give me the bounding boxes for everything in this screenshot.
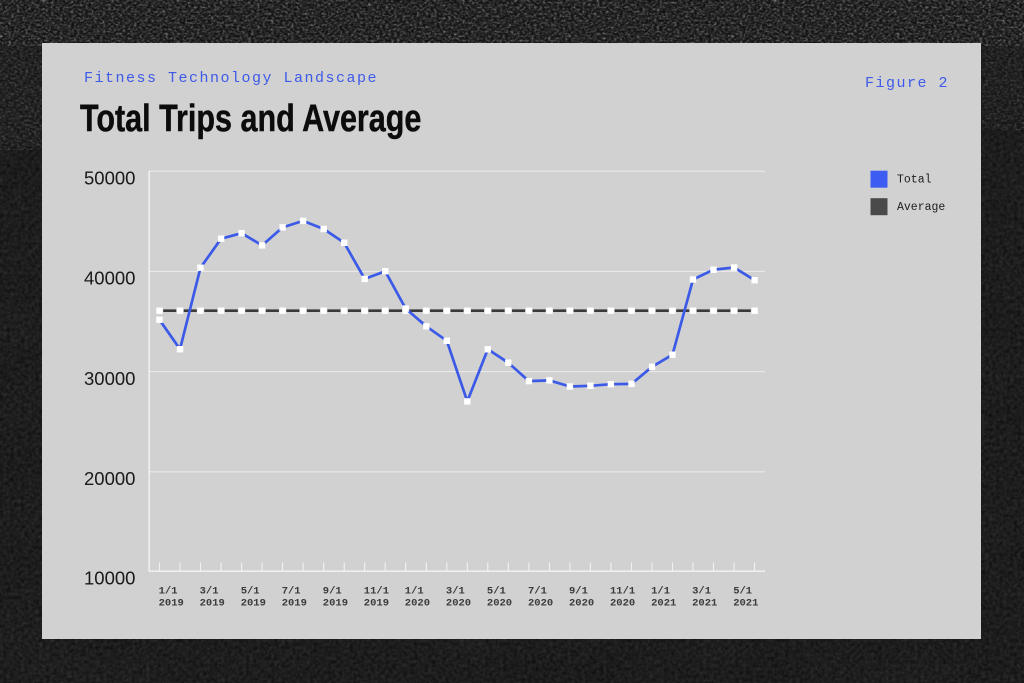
svg-text:9/1: 9/1 — [569, 586, 588, 598]
svg-text:11/1: 11/1 — [364, 586, 389, 598]
svg-text:2020: 2020 — [446, 597, 471, 609]
svg-text:1/1: 1/1 — [651, 586, 670, 598]
svg-text:Average: Average — [897, 201, 945, 214]
svg-text:5/1: 5/1 — [241, 586, 260, 598]
svg-text:2020: 2020 — [487, 597, 512, 609]
svg-text:3/1: 3/1 — [200, 586, 219, 598]
svg-text:7/1: 7/1 — [282, 586, 301, 598]
svg-text:2020: 2020 — [569, 597, 594, 609]
svg-text:5/1: 5/1 — [487, 586, 506, 598]
svg-text:2019: 2019 — [323, 597, 348, 609]
svg-text:3/1: 3/1 — [692, 586, 711, 598]
svg-text:2019: 2019 — [200, 597, 225, 609]
svg-text:Total: Total — [897, 173, 932, 186]
svg-text:2021: 2021 — [733, 597, 758, 609]
svg-text:40000: 40000 — [84, 268, 135, 289]
svg-text:3/1: 3/1 — [446, 586, 465, 598]
svg-text:1/1: 1/1 — [159, 586, 178, 598]
svg-text:50000: 50000 — [84, 167, 135, 188]
svg-text:2019: 2019 — [159, 597, 184, 609]
svg-text:5/1: 5/1 — [733, 586, 752, 598]
svg-text:2021: 2021 — [651, 597, 676, 609]
svg-text:2019: 2019 — [364, 597, 389, 609]
svg-text:7/1: 7/1 — [528, 586, 547, 598]
svg-text:2019: 2019 — [241, 597, 266, 609]
svg-text:2019: 2019 — [282, 597, 307, 609]
svg-text:30000: 30000 — [84, 368, 135, 389]
svg-text:10000: 10000 — [84, 568, 135, 589]
svg-text:2020: 2020 — [528, 597, 553, 609]
svg-text:9/1: 9/1 — [323, 586, 342, 598]
svg-text:20000: 20000 — [84, 468, 135, 489]
svg-text:2021: 2021 — [692, 597, 717, 609]
svg-text:1/1: 1/1 — [405, 586, 424, 598]
svg-text:11/1: 11/1 — [610, 586, 635, 598]
svg-text:2020: 2020 — [405, 597, 430, 609]
svg-text:2020: 2020 — [610, 597, 635, 609]
